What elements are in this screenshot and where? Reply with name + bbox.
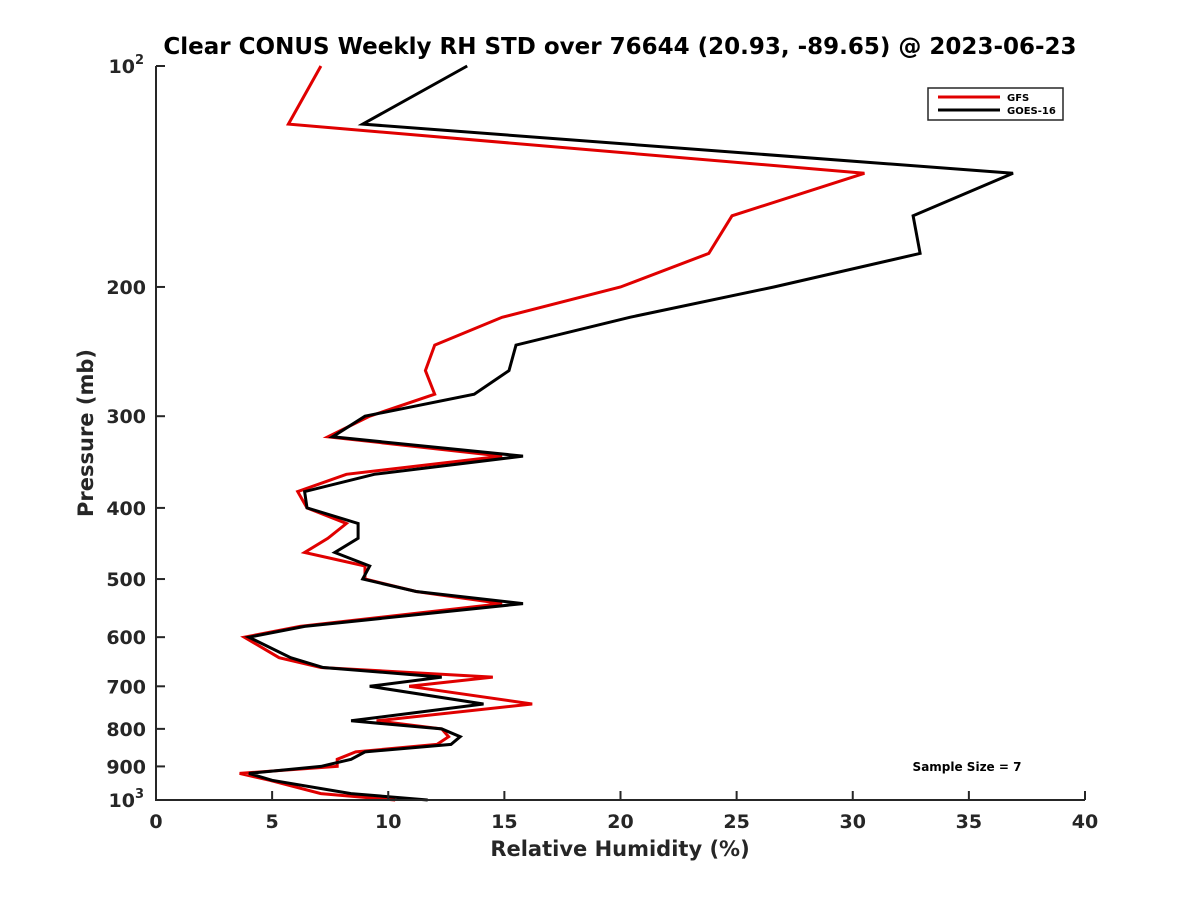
legend-box bbox=[927, 87, 1064, 121]
x-axis-ticks: 0 5 10 15 20 25 30 35 40 bbox=[149, 791, 1098, 833]
y-tick-label: 10 bbox=[109, 790, 135, 812]
x-tick-label: 20 bbox=[607, 811, 633, 833]
x-tick-label: 10 bbox=[375, 811, 401, 833]
y-tick-label: 500 bbox=[106, 569, 146, 591]
chart-title: Clear CONUS Weekly RH STD over 76644 (20… bbox=[163, 34, 1076, 60]
y-tick-exponent: 3 bbox=[135, 787, 144, 802]
y-tick-label: 700 bbox=[106, 676, 146, 698]
x-tick-label: 0 bbox=[149, 811, 162, 833]
y-tick-label: 10 bbox=[109, 56, 135, 78]
x-tick-label: 40 bbox=[1072, 811, 1098, 833]
y-tick-label: 400 bbox=[106, 498, 146, 520]
y-tick-label: 300 bbox=[106, 406, 146, 428]
plot-series-group bbox=[239, 64, 1014, 802]
x-tick-label: 30 bbox=[840, 811, 866, 833]
y-tick-label: 900 bbox=[106, 756, 146, 778]
y-tick-label: 600 bbox=[106, 627, 146, 649]
x-tick-label: 35 bbox=[956, 811, 982, 833]
x-axis-label: Relative Humidity (%) bbox=[490, 837, 749, 861]
series-line-goes16 bbox=[244, 64, 1014, 802]
axes-spines bbox=[155, 66, 1085, 801]
y-tick-label: 200 bbox=[106, 277, 146, 299]
series-line-gfs bbox=[239, 65, 865, 802]
y-axis-label: Pressure (mb) bbox=[74, 349, 98, 517]
legend: GFS GOES-16 bbox=[927, 87, 1064, 121]
y-tick-label: 800 bbox=[106, 719, 146, 741]
legend-label-gfs: GFS bbox=[1007, 93, 1029, 104]
y-tick-exponent: 2 bbox=[135, 53, 144, 68]
sample-size-annotation: Sample Size = 7 bbox=[913, 760, 1022, 774]
legend-label-goes16: GOES-16 bbox=[1007, 106, 1056, 117]
x-tick-label: 25 bbox=[723, 811, 749, 833]
x-tick-label: 5 bbox=[266, 811, 279, 833]
x-tick-label: 15 bbox=[491, 811, 517, 833]
